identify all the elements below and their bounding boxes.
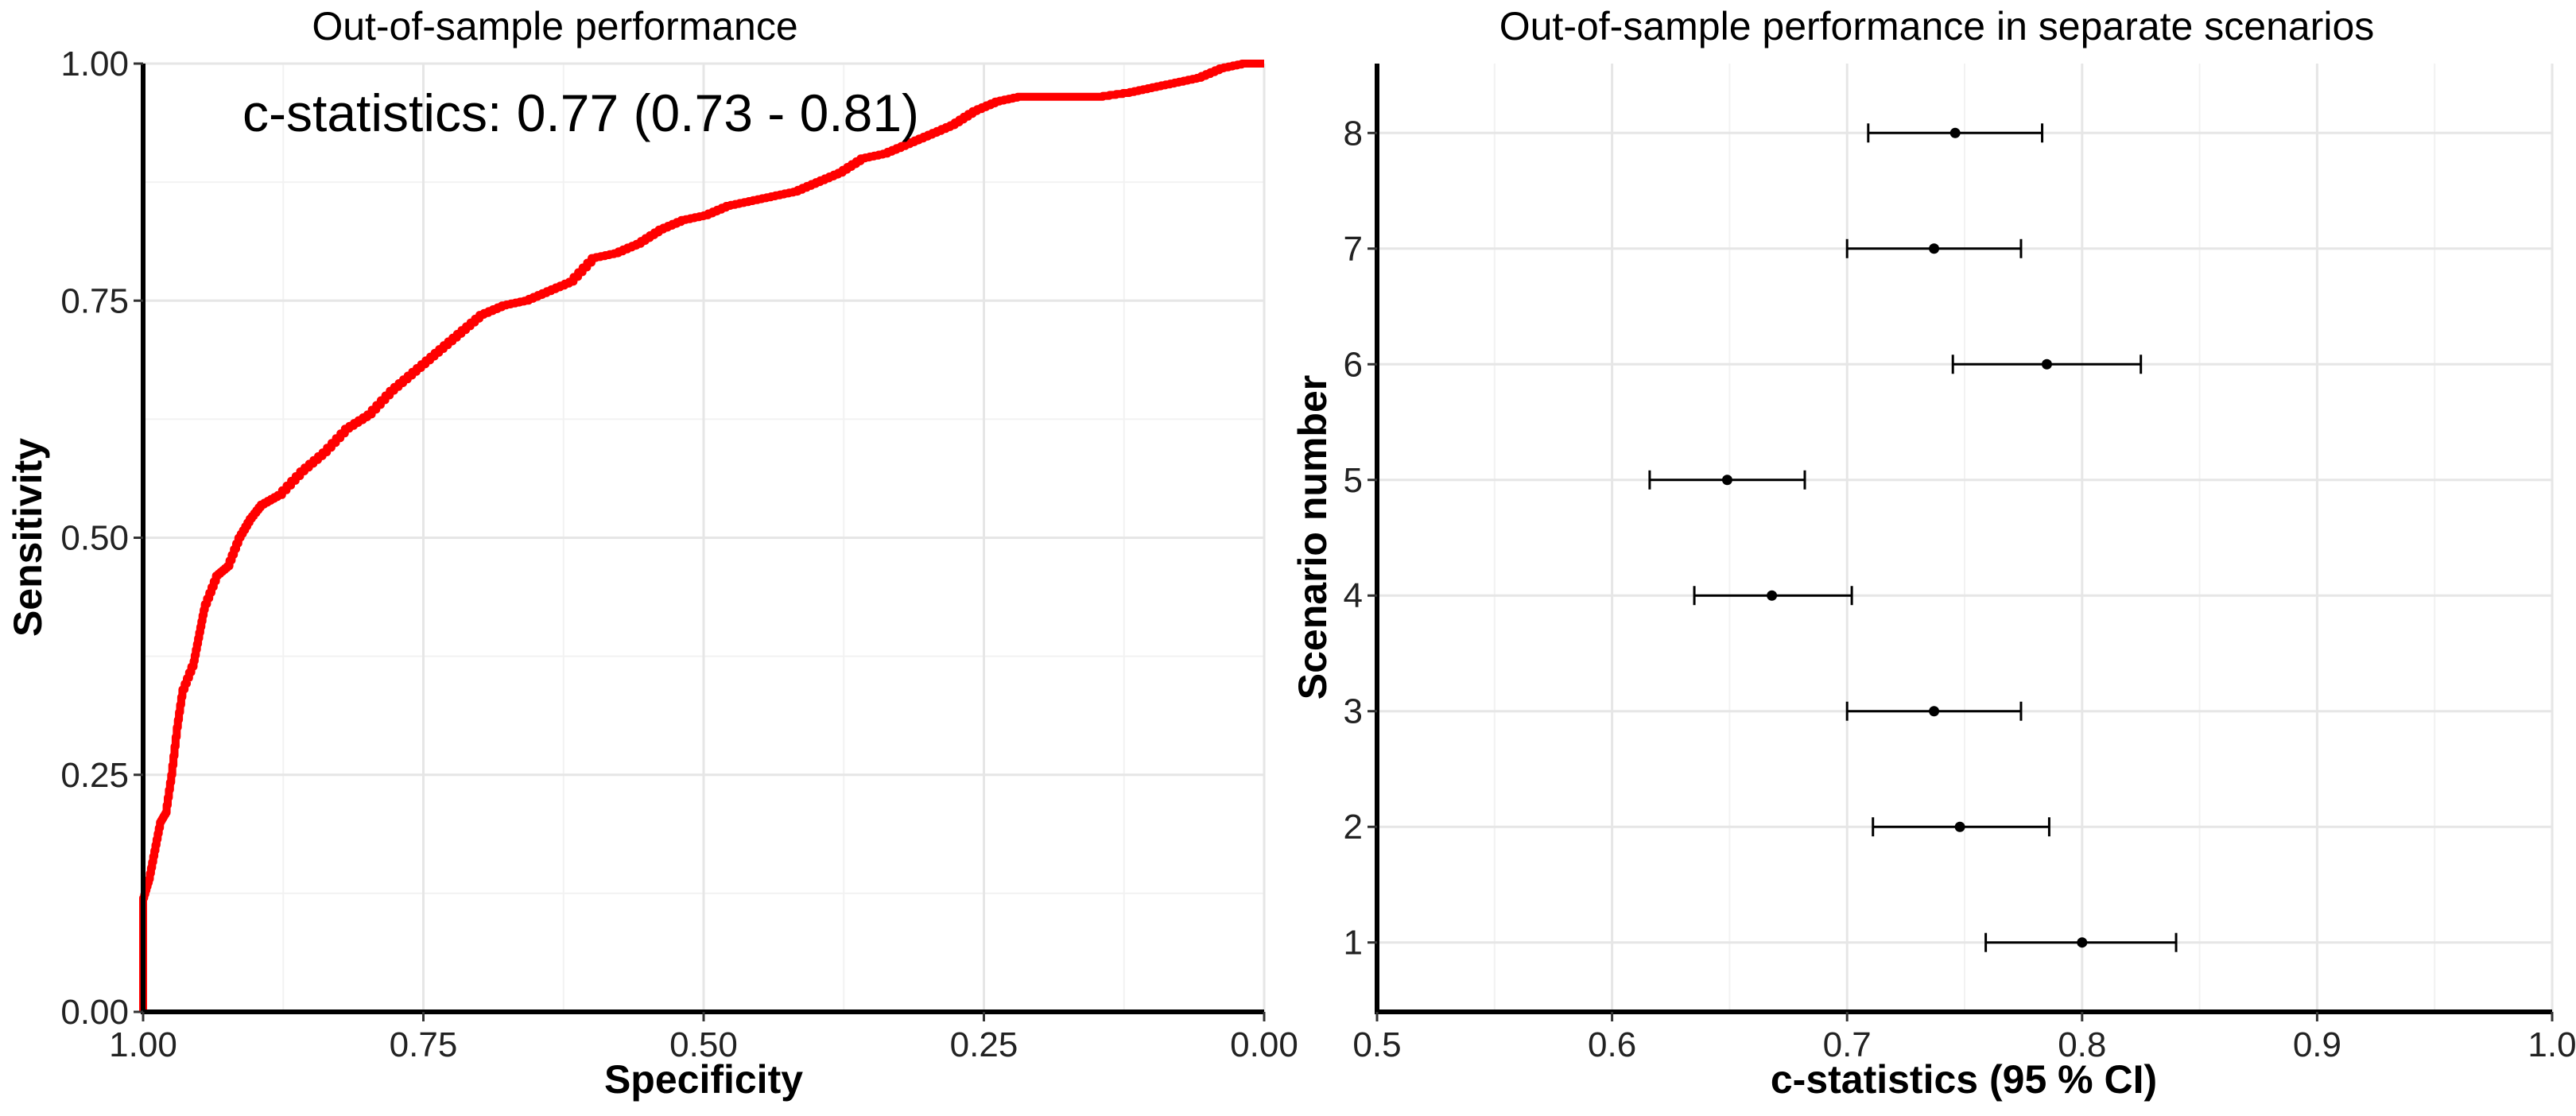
roc-x-axis-label: Specificity (604, 1057, 803, 1102)
roc-ticks: 1.00 0.75 0.50 0.25 0.00 0.00 0.25 0.50 0.75 1.00 (60, 45, 1298, 1064)
estimate-point-scenario-3 (1929, 706, 1940, 717)
forest-y-tick-label: 7 (1344, 230, 1363, 269)
forest-y-tick-label: 1 (1344, 924, 1363, 963)
roc-x-tick-label: 0.25 (950, 1025, 1018, 1064)
estimate-point-scenario-7 (1929, 243, 1940, 254)
forest-x-tick-label: 0.8 (2058, 1025, 2106, 1064)
forest-y-tick-label: 3 (1344, 692, 1363, 731)
roc-grid (142, 62, 1266, 1013)
estimate-point-scenario-4 (1767, 590, 1778, 601)
roc-y-tick-label: 0.50 (60, 519, 129, 558)
forest-title: Out-of-sample performance in separate sc… (1499, 4, 2375, 48)
roc-y-tick-label: 0.25 (60, 756, 129, 795)
forest-y-tick-label: 8 (1344, 114, 1363, 153)
forest-x-tick-label: 0.9 (2293, 1025, 2341, 1064)
roc-title: Out-of-sample performance (312, 4, 797, 48)
forest-x-tick-label: 0.5 (1352, 1025, 1401, 1064)
forest-grid (1375, 64, 2554, 1012)
forest-marks (1648, 123, 2178, 952)
roc-panel: 1.00 0.75 0.50 0.25 0.000.000.250.500.751.00… (6, 4, 1298, 1102)
forest-y-axis-label: Scenario number (1290, 375, 1335, 699)
roc-x-tick-label: 0.75 (390, 1025, 458, 1064)
roc-y-tick-label: 0.00 (60, 993, 129, 1032)
forest-panel: 0.5 0.6 0.7 0.8 0.9 1.0 1 2 3 4 5 6 7 8 Out-of-sample… (1290, 4, 2576, 1102)
estimate-point-scenario-5 (1721, 475, 1732, 486)
roc-y-tick-label: 1.00 (60, 45, 129, 83)
roc-x-tick-label: 0.00 (1230, 1025, 1298, 1064)
roc-annotation: c-statistics: 0.77 (0.73 - 0.81) (242, 83, 919, 142)
roc-y-axis-label: Sensitivity (6, 438, 50, 637)
roc-y-tick-label: 0.75 (60, 281, 129, 320)
forest-x-tick-label: 1.0 (2528, 1025, 2576, 1064)
forest-x-tick-label: 0.6 (1588, 1025, 1636, 1064)
estimate-point-scenario-2 (1954, 821, 1965, 832)
roc-x-tick-label: 0.50 (669, 1025, 738, 1064)
estimate-point-scenario-1 (2077, 937, 2088, 948)
forest-y-tick-label: 6 (1344, 345, 1363, 384)
estimate-point-scenario-8 (1949, 127, 1961, 138)
forest-y-tick-label: 4 (1344, 576, 1363, 615)
roc-x-tick-label: 1.00 (109, 1025, 177, 1064)
forest-x-axis-label: c-statistics (95 % CI) (1771, 1057, 2157, 1102)
estimate-point-scenario-6 (2041, 358, 2052, 370)
forest-y-tick-label: 5 (1344, 461, 1363, 500)
forest-y-tick-label: 2 (1344, 808, 1363, 847)
forest-x-tick-label: 0.7 (1823, 1025, 1872, 1064)
forest-ticks: 0.5 0.6 0.7 0.8 0.9 1.0 1 2 3 4 5 6 7 8 (1344, 114, 2576, 1064)
roc-curve (139, 60, 1264, 1012)
